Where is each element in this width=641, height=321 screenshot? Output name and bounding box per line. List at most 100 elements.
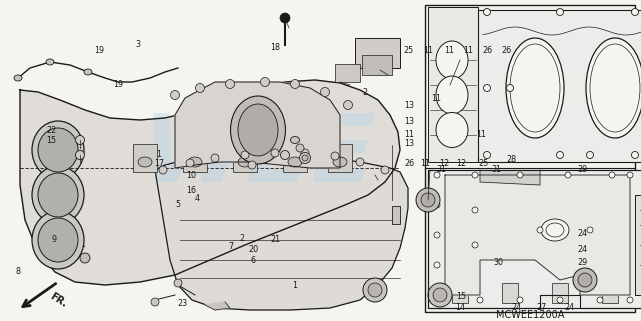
Circle shape [320,88,329,97]
Text: 13: 13 [404,139,414,148]
Circle shape [186,159,194,167]
Text: 25: 25 [404,46,414,55]
Text: 7: 7 [228,242,233,251]
Circle shape [587,152,594,159]
Text: 14: 14 [455,303,465,312]
Circle shape [381,166,389,174]
Text: 30: 30 [494,258,504,267]
Circle shape [174,279,182,287]
Circle shape [344,100,353,109]
Circle shape [557,297,563,303]
Circle shape [556,8,563,15]
Circle shape [302,155,308,161]
Bar [428,7,478,162]
Text: 17: 17 [154,159,164,168]
Text: 9: 9 [52,235,57,244]
Ellipse shape [590,44,640,132]
Text: 23: 23 [178,299,188,308]
Bar [452,283,468,303]
Circle shape [627,297,633,303]
Ellipse shape [288,157,302,167]
Text: 22: 22 [46,126,56,135]
Circle shape [281,151,290,160]
Circle shape [477,297,483,303]
Bar [635,195,641,295]
Circle shape [556,152,563,159]
Circle shape [472,242,478,248]
Bar [552,283,568,303]
Circle shape [151,298,159,306]
Text: 13: 13 [404,117,414,126]
Bar [183,144,207,172]
Circle shape [587,227,593,233]
Text: 12: 12 [439,159,449,168]
Text: 16: 16 [186,187,196,195]
Text: 26: 26 [501,46,512,55]
Ellipse shape [541,219,569,241]
Circle shape [433,288,447,302]
Ellipse shape [436,76,468,114]
Ellipse shape [84,69,92,75]
Circle shape [537,227,543,233]
Circle shape [356,158,364,166]
Text: 31: 31 [492,165,502,174]
Ellipse shape [38,128,78,172]
Circle shape [506,84,513,91]
Circle shape [597,297,603,303]
Text: 2: 2 [240,234,245,243]
Circle shape [416,188,440,212]
Text: 1: 1 [292,281,297,290]
Circle shape [211,154,219,162]
Text: 26: 26 [482,46,492,55]
Circle shape [299,152,310,163]
Circle shape [483,84,490,91]
Text: 24: 24 [577,245,587,254]
Text: 4: 4 [195,194,200,203]
Polygon shape [20,80,400,285]
Circle shape [483,152,490,159]
Text: 5: 5 [176,200,181,209]
Text: 11: 11 [476,130,486,139]
Text: 15: 15 [46,136,56,145]
Text: FR.: FR. [48,291,69,309]
Circle shape [331,152,339,160]
Circle shape [76,151,85,160]
Polygon shape [175,82,340,168]
Ellipse shape [510,44,560,132]
Ellipse shape [32,211,84,269]
Ellipse shape [138,157,152,167]
Text: 18: 18 [271,43,281,52]
Circle shape [248,161,256,169]
Text: 11: 11 [431,94,441,103]
Circle shape [573,268,597,292]
Ellipse shape [290,136,299,143]
Bar [425,5,635,312]
Ellipse shape [506,38,564,138]
Bar [428,170,641,308]
Text: 19: 19 [94,46,104,55]
Bar [362,55,392,75]
Circle shape [631,8,638,15]
Ellipse shape [32,121,84,179]
Bar [335,64,360,82]
Circle shape [517,172,523,178]
Circle shape [196,83,204,92]
Text: 3: 3 [135,40,140,49]
Ellipse shape [14,75,22,81]
Text: 13: 13 [404,101,414,110]
Text: 11: 11 [404,130,414,139]
Text: 11: 11 [444,46,454,55]
Ellipse shape [32,166,84,224]
Circle shape [565,172,571,178]
Text: 25: 25 [479,159,489,168]
Text: 15: 15 [456,292,467,301]
Bar [355,38,400,68]
FancyBboxPatch shape [478,10,641,162]
Text: 21: 21 [271,235,281,244]
Circle shape [301,149,309,157]
Ellipse shape [38,218,78,262]
Text: 28: 28 [506,155,517,164]
Ellipse shape [546,223,564,237]
Bar [283,144,307,172]
Ellipse shape [238,157,252,167]
